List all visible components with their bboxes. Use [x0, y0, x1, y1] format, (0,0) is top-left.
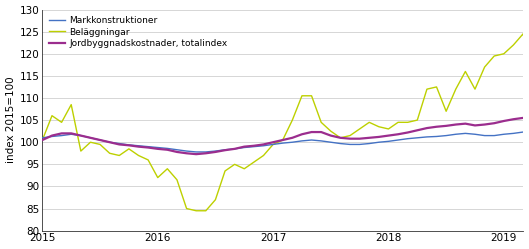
Jordbyggnadskostnader, totalindex — [327, 134, 334, 137]
Markkonstruktioner — [193, 150, 199, 153]
Jordbyggnadskostnader, totalindex — [126, 144, 132, 147]
Beläggningar — [395, 121, 402, 124]
Beläggningar — [357, 127, 363, 130]
Y-axis label: index 2015=100: index 2015=100 — [6, 77, 15, 163]
Jordbyggnadskostnader, totalindex — [39, 138, 45, 141]
Beläggningar — [347, 134, 353, 137]
Jordbyggnadskostnader, totalindex — [357, 137, 363, 140]
Line: Markkonstruktioner: Markkonstruktioner — [42, 127, 529, 152]
Beläggningar — [126, 147, 132, 150]
Jordbyggnadskostnader, totalindex — [193, 153, 199, 156]
Markkonstruktioner — [327, 141, 334, 144]
Jordbyggnadskostnader, totalindex — [395, 133, 402, 136]
Line: Beläggningar: Beläggningar — [42, 34, 529, 211]
Beläggningar — [520, 32, 526, 35]
Jordbyggnadskostnader, totalindex — [520, 116, 526, 119]
Jordbyggnadskostnader, totalindex — [241, 145, 248, 148]
Line: Jordbyggnadskostnader, totalindex: Jordbyggnadskostnader, totalindex — [42, 118, 529, 154]
Markkonstruktioner — [126, 143, 132, 146]
Legend: Markkonstruktioner, Beläggningar, Jordbyggnadskostnader, totalindex: Markkonstruktioner, Beläggningar, Jordby… — [47, 14, 230, 50]
Markkonstruktioner — [357, 143, 363, 146]
Markkonstruktioner — [347, 143, 353, 146]
Beläggningar — [39, 138, 45, 141]
Markkonstruktioner — [39, 136, 45, 139]
Markkonstruktioner — [395, 138, 402, 141]
Beläggningar — [241, 167, 248, 170]
Beläggningar — [327, 130, 334, 133]
Beläggningar — [193, 209, 199, 212]
Markkonstruktioner — [241, 146, 248, 149]
Jordbyggnadskostnader, totalindex — [347, 137, 353, 140]
